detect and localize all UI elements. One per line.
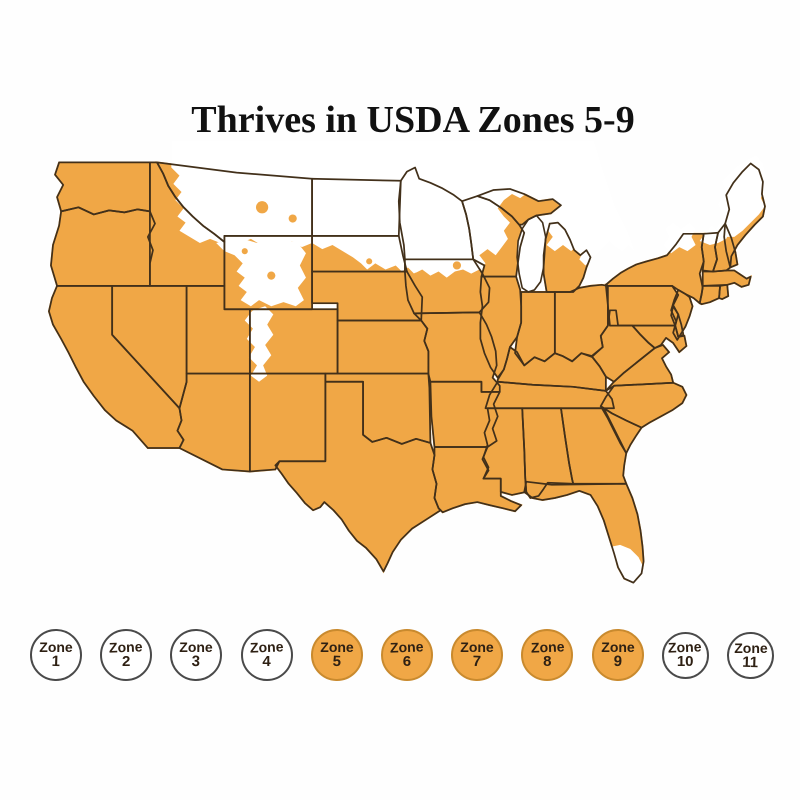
zone-word: Zone (733, 639, 768, 656)
cold-zone-south-florida (609, 544, 644, 585)
state-ms-outline (482, 407, 528, 496)
zone-word: Zone (668, 638, 703, 656)
legend-zone-4: Zone 4 (240, 629, 293, 681)
state-nj-outline (670, 289, 694, 341)
state-tx-outline (274, 380, 442, 573)
legend-zone-11: Zone 11 (726, 630, 775, 680)
state-az (176, 372, 251, 473)
zone-number: 1 (51, 653, 61, 671)
state-fl-outline (523, 480, 645, 584)
zone-number: 2 (122, 653, 131, 671)
cold-zone-adirondacks (662, 222, 696, 254)
legend-zone-5: Zone 5 (309, 628, 364, 682)
cold-zone-wyoming-rockies (216, 236, 306, 307)
hardy-speckle (255, 201, 269, 214)
hardy-speckle (241, 248, 248, 255)
cold-zone-idaho-patch-1 (189, 194, 204, 207)
zone-word: Zone (320, 639, 354, 656)
state-borders-layer (48, 161, 766, 584)
zone-word: Zone (601, 639, 635, 656)
state-tn-outline (484, 380, 615, 410)
legend-zone-10: Zone 10 (661, 631, 709, 679)
hardy-speckle (413, 272, 420, 279)
legend-zone-7: Zone 7 (450, 628, 505, 682)
hardy-speckle (366, 258, 373, 265)
zone-number: 8 (543, 653, 552, 671)
states-fill-layer (48, 161, 766, 584)
states-fill-layer (47, 161, 766, 584)
zone-word: Zone (179, 639, 214, 656)
cold-zone-north-maine (716, 155, 766, 237)
zone-word: Zone (460, 639, 495, 656)
zone-number: 5 (332, 653, 341, 671)
cold-zone-idaho-patch-2 (197, 212, 213, 225)
legend-zone-8: Zone 8 (521, 629, 574, 681)
zone-number: 6 (402, 653, 412, 671)
state-me-outline (723, 162, 766, 269)
zone-word: Zone (249, 638, 284, 656)
state-de-outline (670, 305, 685, 338)
legend-zone-2: Zone 2 (100, 629, 153, 681)
zone-legend: Zone 1 Zone 2 Zone 3 Zone 4 Zone 5 Zone 6 Zone… (29, 628, 775, 682)
zone-number: 7 (472, 653, 482, 671)
hardy-speckle (314, 251, 323, 260)
hardy-speckle (288, 214, 297, 223)
legend-zone-3: Zone 3 (169, 628, 224, 682)
state-sc-outline (599, 405, 643, 454)
zone-number: 3 (191, 653, 201, 671)
zone-number: 10 (676, 653, 694, 671)
zone-number: 9 (612, 653, 622, 671)
legend-zone-1: Zone 1 (29, 628, 83, 682)
state-mi-outline (542, 221, 592, 293)
cold-zone-layer (171, 141, 766, 585)
state-ri-outline (718, 283, 730, 300)
zone-word: Zone (389, 638, 424, 656)
hardy-speckle-layer (241, 201, 537, 280)
cold-zone-north-vt-nh (699, 224, 731, 246)
zone-word: Zone (39, 639, 73, 656)
legend-zone-9: Zone 9 (590, 628, 645, 682)
hardy-speckle (267, 271, 276, 280)
state-va-outline (604, 344, 675, 392)
state-nm (248, 372, 327, 473)
zone-word: Zone (530, 638, 565, 656)
state-mi-upper-outline (476, 188, 562, 226)
state-or (50, 206, 157, 287)
zone-number: 11 (741, 653, 759, 671)
cold-zone-northern-band (171, 141, 635, 278)
state-wa (54, 161, 151, 216)
cold-zone-colorado-rockies (244, 306, 274, 382)
state-or-outline (50, 206, 156, 287)
state-ks (336, 319, 430, 375)
zone-number: 4 (262, 653, 271, 671)
state-ar-outline (429, 380, 501, 448)
zone-word: Zone (109, 638, 144, 656)
page-title: Thrives in USDA Zones 5-9 (191, 99, 635, 141)
hardy-speckle (452, 261, 461, 270)
legend-zone-6: Zone 6 (380, 629, 433, 681)
hardy-speckle (528, 201, 537, 210)
